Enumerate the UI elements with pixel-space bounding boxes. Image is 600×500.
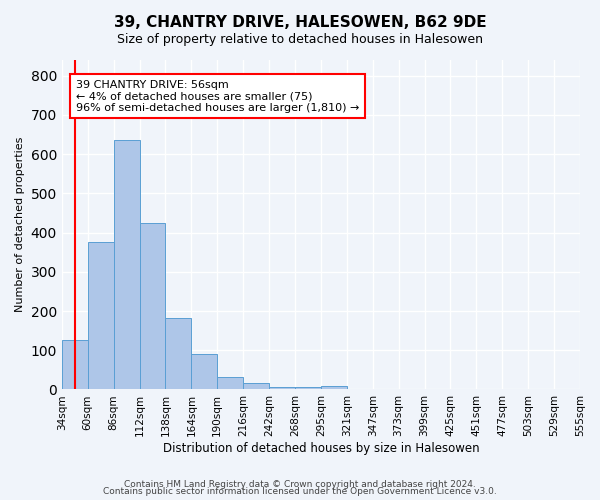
Text: Size of property relative to detached houses in Halesowen: Size of property relative to detached ho… — [117, 32, 483, 46]
Bar — [217, 376, 243, 390]
Bar — [140, 223, 166, 390]
Bar — [295, 386, 321, 390]
Bar — [166, 318, 191, 390]
Bar — [88, 242, 113, 390]
Text: Contains HM Land Registry data © Crown copyright and database right 2024.: Contains HM Land Registry data © Crown c… — [124, 480, 476, 489]
Bar — [269, 387, 295, 390]
Bar — [321, 386, 347, 390]
Text: Contains public sector information licensed under the Open Government Licence v3: Contains public sector information licen… — [103, 488, 497, 496]
Bar — [113, 140, 140, 390]
X-axis label: Distribution of detached houses by size in Halesowen: Distribution of detached houses by size … — [163, 442, 479, 455]
Text: 39, CHANTRY DRIVE, HALESOWEN, B62 9DE: 39, CHANTRY DRIVE, HALESOWEN, B62 9DE — [113, 15, 487, 30]
Text: 39 CHANTRY DRIVE: 56sqm
← 4% of detached houses are smaller (75)
96% of semi-det: 39 CHANTRY DRIVE: 56sqm ← 4% of detached… — [76, 80, 359, 113]
Y-axis label: Number of detached properties: Number of detached properties — [15, 137, 25, 312]
Bar — [191, 354, 217, 390]
Bar — [62, 340, 88, 390]
Bar — [243, 383, 269, 390]
